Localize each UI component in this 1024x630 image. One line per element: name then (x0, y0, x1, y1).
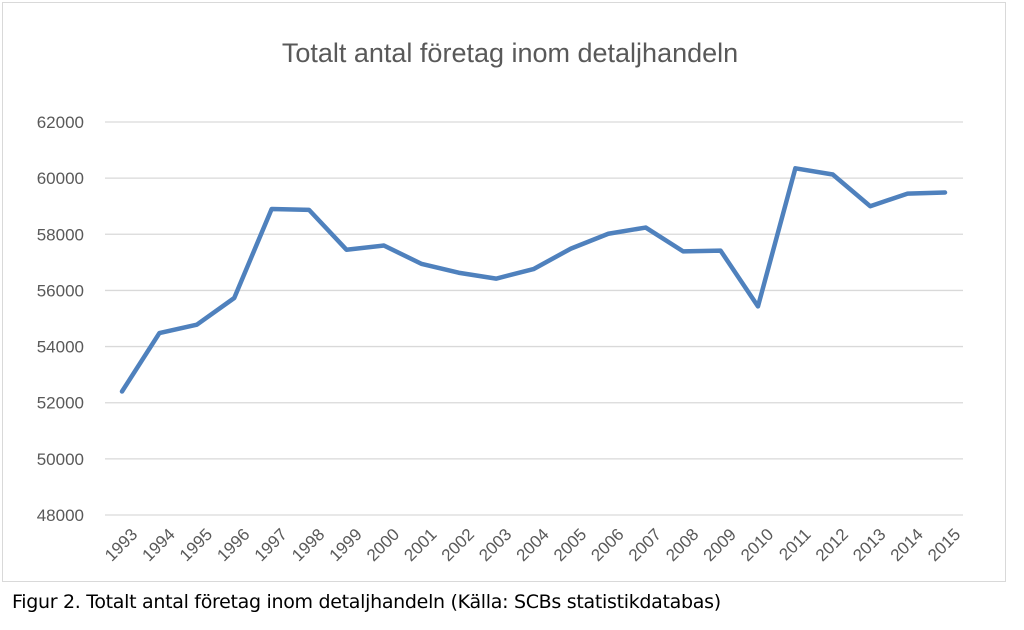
x-tick-label: 2014 (887, 525, 927, 565)
series-line (119, 166, 948, 394)
x-tick-label: 2009 (700, 525, 740, 565)
y-tick-label: 58000 (37, 225, 84, 244)
y-tick-label: 50000 (37, 450, 84, 469)
x-tick-label: 2001 (400, 525, 440, 565)
x-tick-label: 2013 (849, 525, 889, 565)
chart-area (2, 2, 1006, 582)
y-tick-label: 60000 (37, 169, 84, 188)
x-tick-label: 2015 (924, 525, 964, 565)
x-tick-label: 2007 (625, 525, 665, 565)
x-tick-label: 2008 (662, 525, 702, 565)
x-tick-label: 2004 (513, 525, 553, 565)
x-tick-label: 2003 (475, 525, 515, 565)
y-tick-label: 52000 (37, 394, 84, 413)
line-chart: Totalt antal företag inom detaljhandeln … (37, 38, 965, 565)
y-tick-label: 48000 (37, 506, 84, 525)
x-tick-label: 1998 (288, 525, 328, 565)
figure-caption: Figur 2. Totalt antal företag inom detal… (12, 591, 721, 613)
y-tick-label: 56000 (37, 281, 84, 300)
x-tick-label: 2006 (587, 525, 627, 565)
x-tick-label: 2012 (812, 525, 852, 565)
x-tick-label: 1996 (213, 525, 253, 565)
y-tick-label: 54000 (37, 338, 84, 357)
chart-title: Totalt antal företag inom detaljhandeln (282, 38, 738, 68)
y-tick-label: 62000 (37, 113, 84, 132)
x-tick-label: 2002 (438, 525, 478, 565)
x-tick-label: 1995 (176, 525, 216, 565)
x-tick-label: 1997 (251, 525, 291, 565)
x-tick-label: 1994 (139, 525, 179, 565)
x-tick-label: 2000 (363, 525, 403, 565)
x-tick-label: 2011 (775, 525, 814, 564)
x-tick-label: 1993 (101, 525, 141, 565)
x-tick-label: 2010 (737, 525, 777, 565)
x-tick-label: 1999 (326, 525, 366, 565)
x-tick-label: 2005 (550, 525, 590, 565)
